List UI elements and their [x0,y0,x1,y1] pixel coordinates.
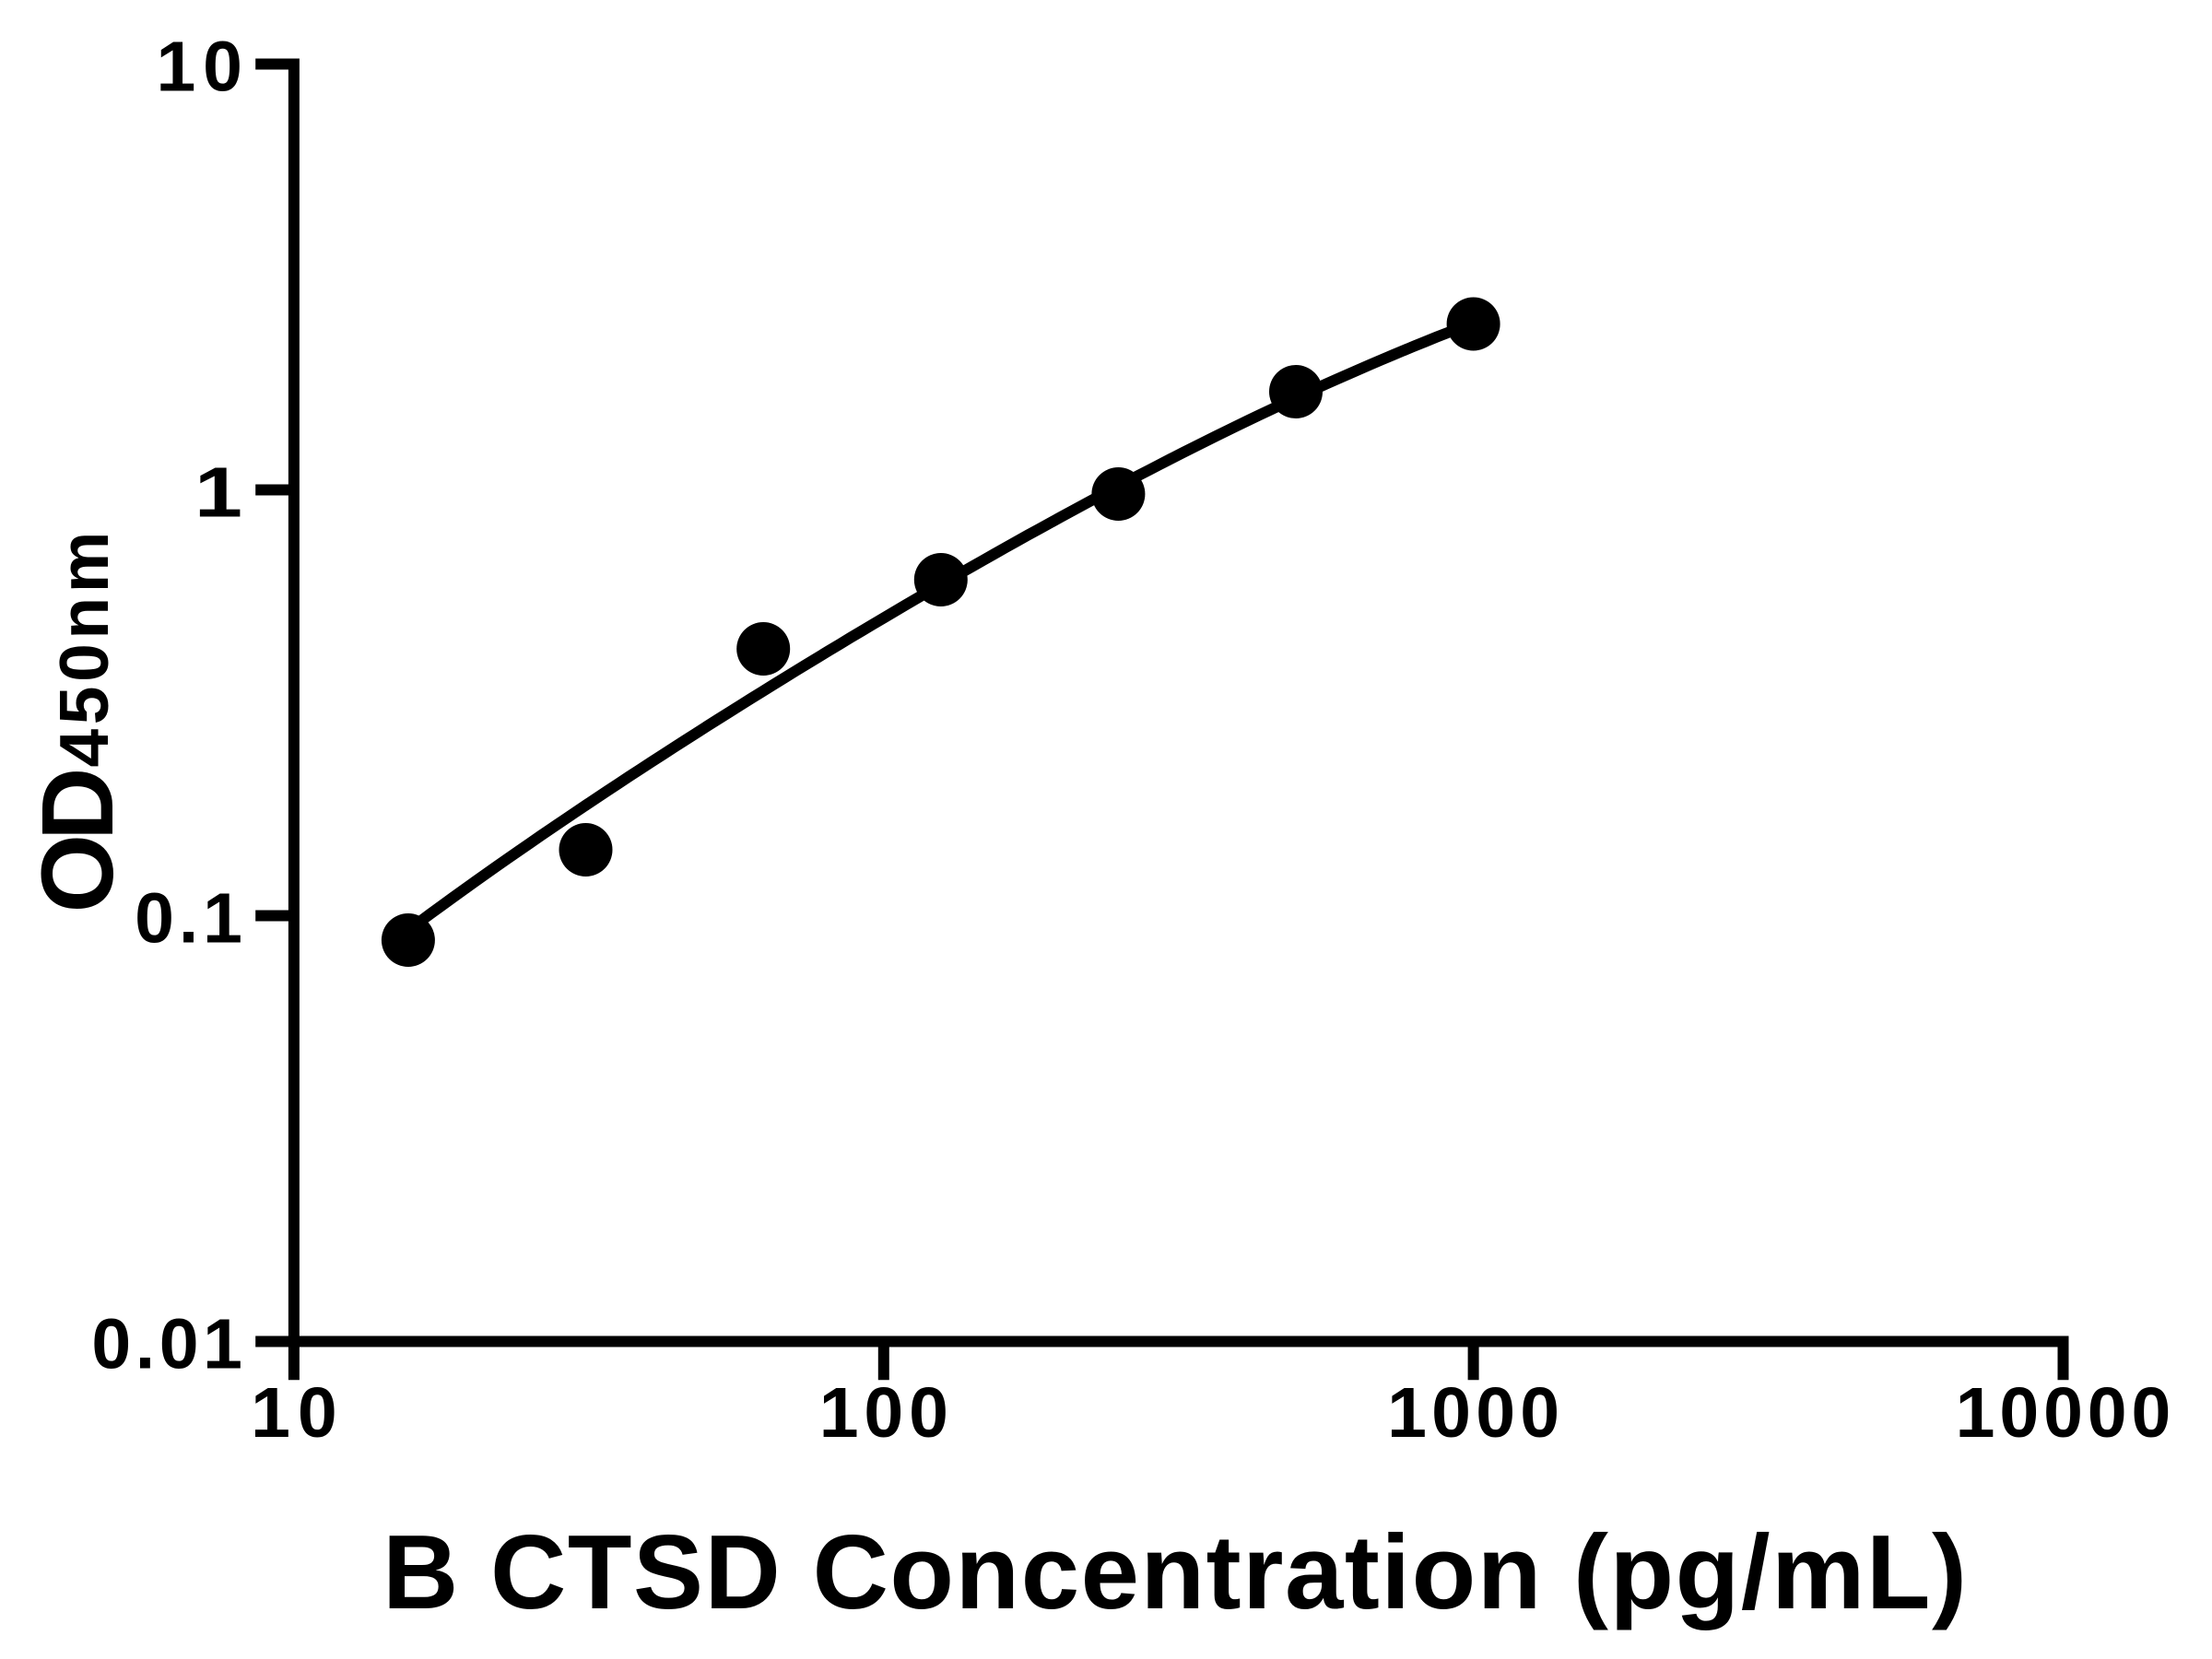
svg-text:450nm: 450nm [45,532,123,768]
svg-text:0.1: 0.1 [135,879,242,959]
svg-text:B CTSD Concentration (pg/mL): B CTSD Concentration (pg/mL) [382,1514,1967,1631]
svg-text:100: 100 [819,1373,948,1453]
svg-text:OD: OD [21,768,135,913]
svg-text:10000: 10000 [1956,1373,2171,1453]
svg-text:0.01: 0.01 [91,1305,242,1384]
svg-text:1: 1 [194,453,242,533]
